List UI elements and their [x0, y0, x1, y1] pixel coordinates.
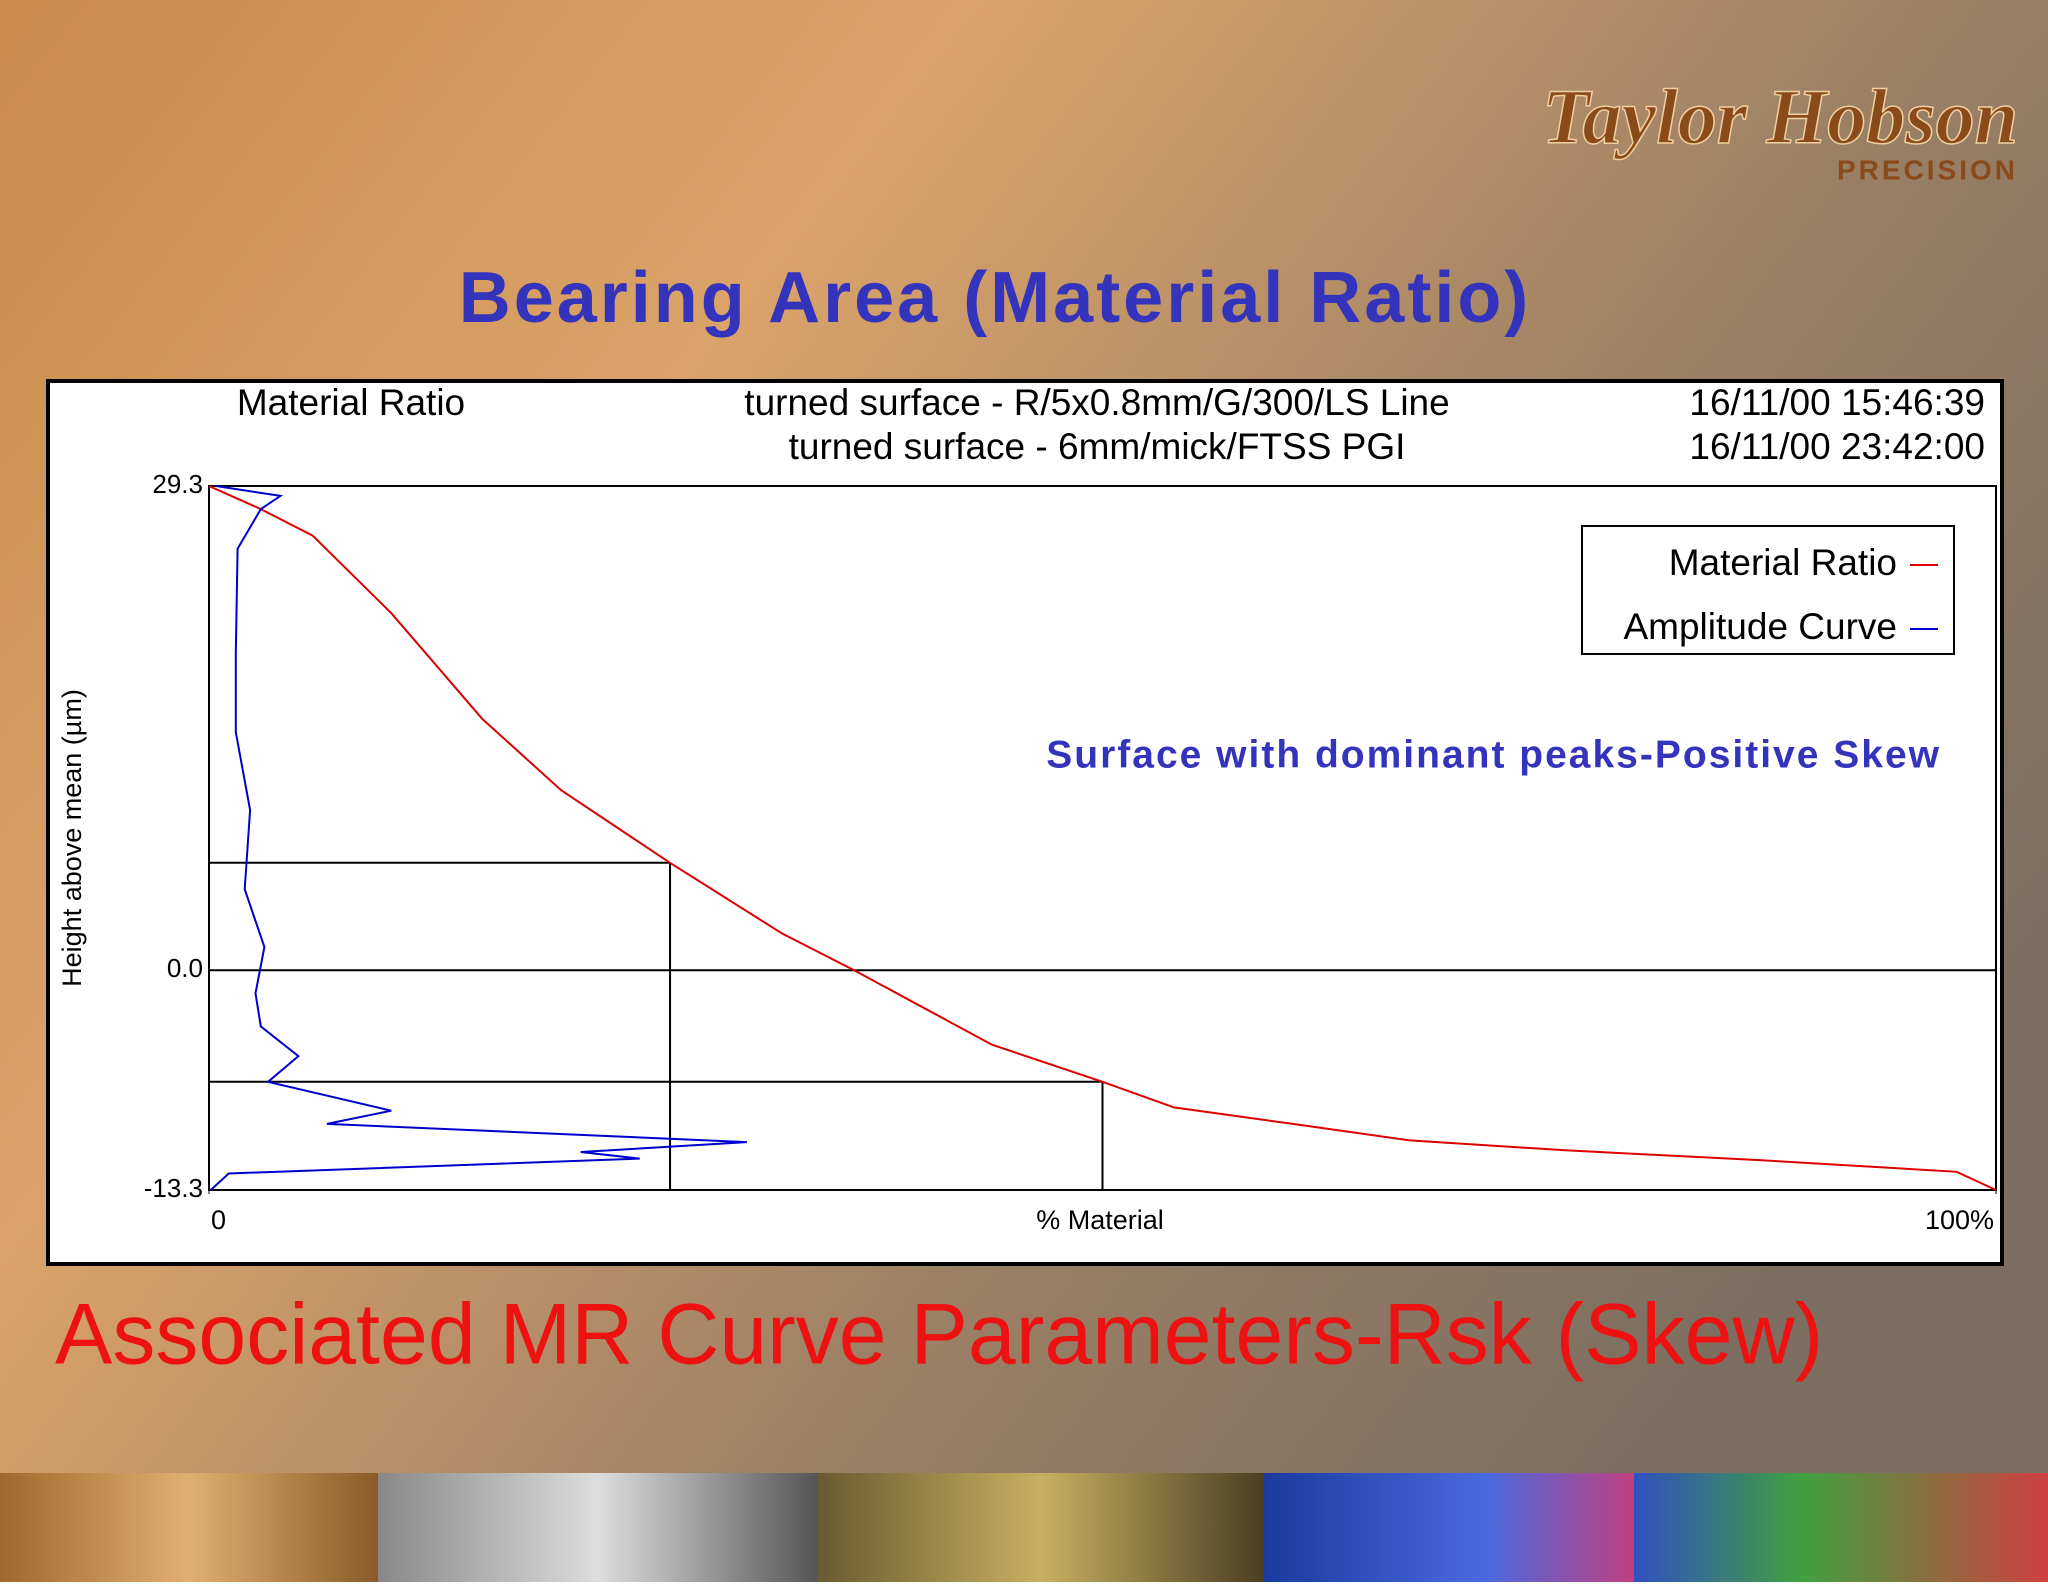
strip-tile	[1634, 1473, 2048, 1582]
strip-tile	[1264, 1473, 1634, 1582]
legend-label: Amplitude Curve	[1623, 606, 1897, 647]
logo-name: Taylor Hobson	[1542, 73, 2018, 160]
chart-frame	[46, 379, 2004, 1266]
legend-label: Material Ratio	[1669, 542, 1897, 583]
strip-tile	[818, 1473, 1264, 1582]
logo-tagline: PRECISION	[1837, 154, 2018, 185]
chart-subtitle: turned surface - 6mm/mick/FTSS PGI	[789, 426, 1406, 467]
timestamp: 16/11/00 15:46:39	[1689, 382, 1985, 423]
data-line	[208, 485, 1997, 1191]
chart-title: Material Ratio	[237, 382, 465, 423]
data-line	[210, 485, 747, 1191]
strip-tile	[378, 1473, 818, 1582]
slide-title: Bearing Area (Material Ratio)	[459, 258, 1532, 338]
y-tick-label: -13.3	[144, 1173, 203, 1203]
annotation: Surface with dominant peaks-Positive Ske…	[1046, 733, 1941, 776]
y-tick-label: 29.3	[152, 469, 203, 499]
y-tick-label: 0.0	[167, 953, 203, 983]
timestamp: 16/11/00 23:42:00	[1689, 426, 1985, 467]
y-axis-label: Height above mean (µm)	[57, 689, 87, 987]
legend-box	[1581, 525, 1955, 655]
chart-subtitle: turned surface - R/5x0.8mm/G/300/LS Line	[744, 382, 1449, 423]
x-tick-label: 100%	[1925, 1205, 1994, 1235]
x-axis-label: % Material	[1036, 1205, 1164, 1235]
strip-tile	[0, 1473, 378, 1582]
x-tick-label: 0	[211, 1205, 226, 1235]
slide-footer: Associated MR Curve Parameters-Rsk (Skew…	[55, 1287, 1823, 1383]
chart: Material Ratio turned surface - R/5x0.8m…	[46, 379, 2004, 1266]
